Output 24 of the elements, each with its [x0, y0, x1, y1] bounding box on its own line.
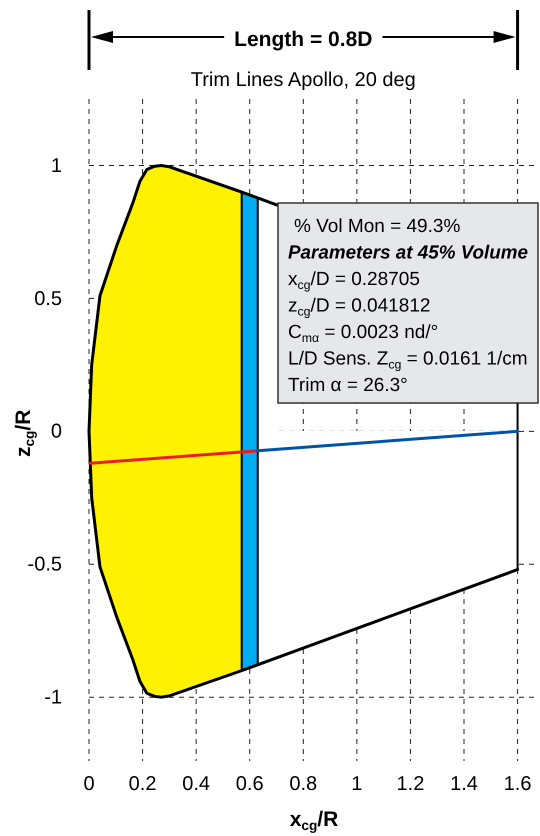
x-tick-label: 0.2: [128, 773, 156, 795]
annotation: z$_{cg}$/D = 0.041812: [288, 296, 430, 318]
annotation: C$_{mα}$ = 0.0023 nd/°: [288, 322, 438, 345]
x-tick-label: 1.6: [504, 773, 532, 795]
x-tick-label: 1: [351, 773, 362, 795]
x-tick-label: 0.6: [236, 773, 264, 795]
x-axis-title: x$_{cg}$/R: [290, 808, 338, 834]
y-tick-label: -0.5: [28, 554, 62, 576]
annotation: Parameters at 45% Volume: [288, 242, 530, 264]
x-tick-label: 1.4: [450, 773, 478, 795]
y-tick-label: 0: [50, 420, 62, 443]
annotation: L/D Sens. Z$_{cg}$ = 0.0161 1/cm: [288, 348, 528, 372]
x-tick-label: 0.8: [289, 773, 318, 795]
annotation: Trim α = 26.3°: [288, 375, 408, 396]
x-tick-label: 0.4: [182, 773, 210, 795]
annotation: x$_{cg}$/D = 0.28705: [288, 269, 420, 292]
x-tick-label: 0: [83, 773, 95, 795]
text: Length = 0.8D: [234, 28, 372, 51]
y-tick-label: 1: [50, 154, 62, 177]
y-tick-label: 0.5: [34, 288, 62, 310]
y-tick-label: -1: [44, 686, 62, 709]
x-tick-label: 1.2: [396, 773, 424, 795]
chart-title: Trim Lines Apollo, 20 deg: [190, 69, 416, 91]
annotation: % Vol Mon = 49.3%: [294, 216, 460, 237]
